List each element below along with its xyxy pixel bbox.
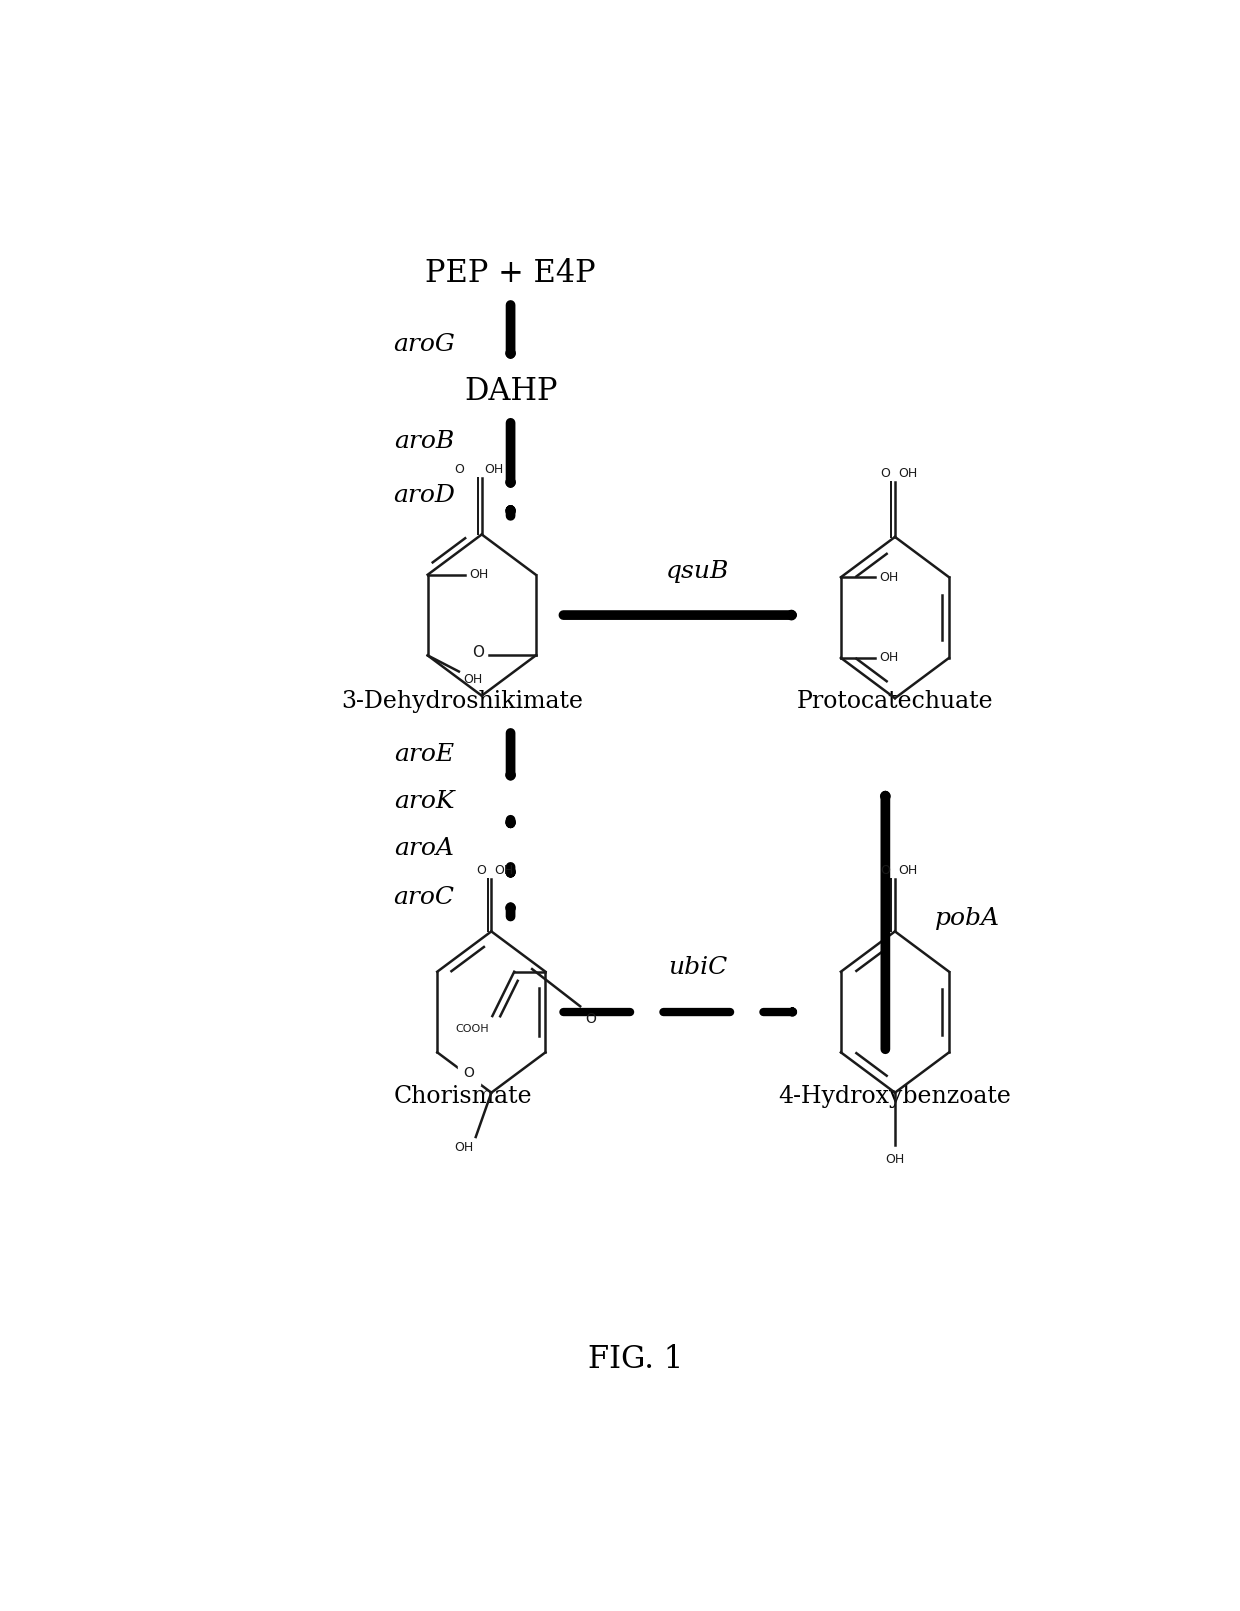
Text: OH: OH — [879, 570, 899, 583]
Text: aroD: aroD — [393, 485, 455, 507]
Text: OH: OH — [898, 863, 918, 876]
Text: FIG. 1: FIG. 1 — [588, 1344, 683, 1374]
Text: ubiC: ubiC — [668, 955, 728, 979]
Text: OH: OH — [463, 673, 482, 686]
Text: O: O — [476, 863, 486, 876]
Text: O: O — [455, 462, 465, 475]
Text: O: O — [585, 1012, 596, 1026]
Text: O: O — [464, 1065, 475, 1079]
Text: DAHP: DAHP — [464, 377, 557, 408]
Text: Protocatechuate: Protocatechuate — [796, 691, 993, 714]
Text: OH: OH — [485, 462, 503, 475]
Text: aroA: aroA — [394, 836, 454, 860]
Text: OH: OH — [898, 467, 918, 480]
Text: O: O — [880, 467, 890, 480]
Text: OH: OH — [469, 569, 489, 582]
Text: aroK: aroK — [394, 789, 454, 812]
Text: Chorismate: Chorismate — [393, 1084, 532, 1108]
Text: O: O — [472, 646, 484, 661]
Text: OH: OH — [879, 651, 899, 664]
Text: OH: OH — [455, 1141, 474, 1153]
Text: COOH: COOH — [455, 1023, 489, 1034]
Text: pobA: pobA — [935, 907, 999, 931]
Text: PEP + E4P: PEP + E4P — [425, 258, 596, 290]
Text: O: O — [880, 863, 890, 876]
Text: aroG: aroG — [393, 333, 455, 356]
Text: aroB: aroB — [394, 430, 454, 453]
Text: 4-Hydroxybenzoate: 4-Hydroxybenzoate — [779, 1084, 1012, 1108]
Text: OH: OH — [495, 863, 513, 876]
Text: aroE: aroE — [394, 743, 454, 765]
Text: aroC: aroC — [393, 886, 455, 909]
Text: 3-Dehydroshikimate: 3-Dehydroshikimate — [341, 691, 584, 714]
Text: qsuB: qsuB — [666, 561, 729, 583]
Text: OH: OH — [885, 1152, 905, 1165]
